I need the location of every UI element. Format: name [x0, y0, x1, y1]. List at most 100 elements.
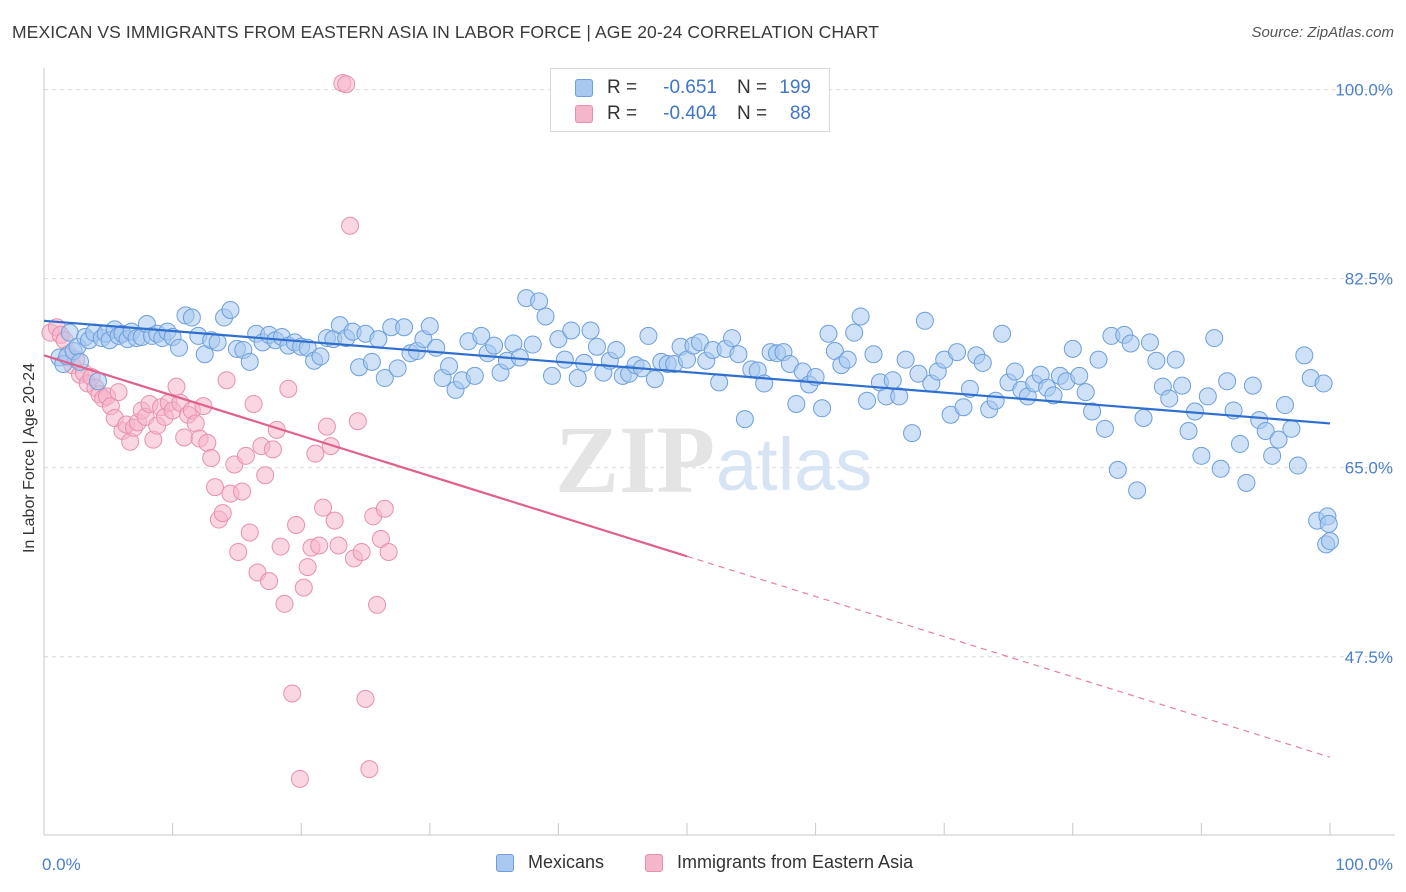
pink-point	[198, 433, 217, 452]
blue-point	[1198, 387, 1217, 406]
blue-point	[883, 371, 902, 390]
x-tick-label: 100.0%	[1335, 855, 1393, 874]
blue-point	[1205, 329, 1224, 348]
blue-point	[311, 347, 330, 366]
pink-point	[229, 542, 248, 561]
blue-point	[986, 391, 1005, 410]
legend-swatch-blue	[496, 853, 514, 872]
blue-point	[362, 352, 381, 371]
legend-label-eastern-asia: Immigrants from Eastern Asia	[677, 852, 914, 872]
legend-item-eastern-asia[interactable]: Immigrants from Eastern Asia	[645, 852, 913, 873]
blue-point	[170, 338, 189, 357]
legend-n-label: N =	[737, 103, 768, 124]
legend-row-mexicans: R = -0.651 N = 199	[575, 75, 811, 101]
pink-point	[167, 377, 186, 396]
blue-point	[1134, 409, 1153, 428]
blue-point	[530, 292, 549, 311]
blue-point	[890, 387, 909, 406]
blue-point	[1147, 351, 1166, 370]
trend-lines	[43, 319, 1331, 758]
pink-point	[317, 417, 336, 436]
pink-point	[240, 523, 259, 542]
blue-point	[208, 333, 227, 352]
pink-point	[109, 383, 128, 402]
blue-point	[645, 370, 664, 389]
y-tick-label: 65.0%	[1345, 459, 1393, 478]
blue-point	[1108, 460, 1127, 479]
blue-point	[1179, 421, 1198, 440]
pink-point	[287, 515, 306, 534]
pink-point	[290, 769, 309, 788]
pink-point	[306, 444, 325, 463]
blue-point	[1070, 366, 1089, 385]
blue-point	[1095, 419, 1114, 438]
legend-r-value: -0.651	[663, 77, 717, 98]
blue-point	[562, 321, 581, 340]
blue-point	[89, 372, 108, 391]
blue-point	[221, 300, 240, 319]
pink-point	[186, 414, 205, 433]
pink-point	[360, 760, 379, 779]
pink-point	[379, 542, 398, 561]
chart-title: MEXICAN VS IMMIGRANTS FROM EASTERN ASIA …	[12, 22, 880, 42]
stats-legend: R = -0.651 N = 199 R = -0.404 N = 88	[550, 68, 830, 132]
blue-point	[858, 391, 877, 410]
pink-point	[348, 412, 367, 431]
blue-point	[440, 357, 459, 376]
x-tick-labels: 0.0% 100.0%	[42, 855, 1393, 874]
pink-point	[175, 428, 194, 447]
blue-point	[420, 317, 439, 336]
blue-point	[787, 394, 806, 413]
blue-point	[581, 321, 600, 340]
blue-point	[845, 323, 864, 342]
blue-point	[813, 399, 832, 418]
blue-point	[542, 366, 561, 385]
blue-point	[375, 369, 394, 388]
blue-point	[1218, 372, 1237, 391]
watermark-atlas: atlas	[716, 423, 872, 506]
watermark-zip: ZIP	[555, 406, 715, 513]
blue-point	[465, 366, 484, 385]
y-tick-labels: 47.5% 65.0% 82.5% 100.0%	[1335, 81, 1393, 667]
blue-point	[1121, 334, 1140, 353]
blue-point	[1230, 434, 1249, 453]
legend-swatch-pink	[575, 105, 593, 123]
legend-r-value: -0.404	[663, 103, 717, 124]
blue-point	[1321, 532, 1339, 551]
blue-point	[1263, 446, 1282, 465]
pink-point	[341, 216, 360, 235]
legend-item-mexicans[interactable]: Mexicans	[496, 852, 604, 873]
blue-point	[729, 345, 748, 364]
blue-point	[1269, 430, 1288, 449]
blue-point	[1314, 374, 1333, 393]
blue-point	[915, 311, 934, 330]
blue-point	[472, 326, 491, 345]
blue-point	[948, 343, 967, 362]
pink-point	[206, 478, 225, 497]
pink-point	[314, 498, 333, 517]
x-tick-label: 0.0%	[42, 855, 81, 874]
pink-point	[256, 466, 275, 485]
pink-point	[337, 75, 356, 94]
legend-r-label: R =	[607, 77, 638, 98]
blue-point	[607, 340, 626, 359]
blue-point	[1319, 514, 1338, 533]
blue-point	[710, 373, 729, 392]
blue-point	[427, 338, 446, 357]
blue-point	[1160, 389, 1179, 408]
pink-point	[294, 578, 313, 597]
blue-point	[395, 318, 414, 337]
blue-point	[555, 350, 574, 369]
blue-point	[1128, 481, 1147, 500]
y-tick-label: 100.0%	[1335, 81, 1393, 100]
blue-point	[388, 359, 407, 378]
blue-point	[1083, 402, 1102, 421]
blue-point	[182, 308, 201, 327]
blue-point	[1076, 383, 1095, 402]
pink-point	[368, 595, 387, 614]
pink-point	[275, 594, 294, 613]
blue-point	[735, 410, 754, 429]
blue-point	[1288, 456, 1307, 475]
blue-point	[851, 307, 870, 326]
